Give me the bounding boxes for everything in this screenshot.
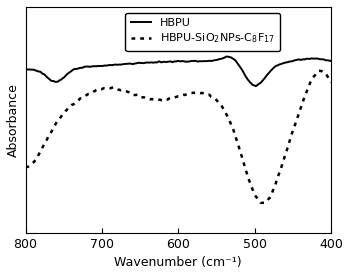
HBPU	[329, 59, 333, 63]
HBPU-SiO$_2$NPs-C$_8$F$_{17}$	[255, 197, 259, 200]
Legend: HBPU, HBPU-SiO$_2$NPs-C$_8$F$_{17}$: HBPU, HBPU-SiO$_2$NPs-C$_8$F$_{17}$	[125, 12, 280, 51]
Line: HBPU: HBPU	[26, 57, 331, 86]
Y-axis label: Absorbance: Absorbance	[7, 83, 20, 157]
HBPU-SiO$_2$NPs-C$_8$F$_{17}$	[201, 92, 205, 95]
HBPU-SiO$_2$NPs-C$_8$F$_{17}$	[317, 69, 321, 73]
HBPU-SiO$_2$NPs-C$_8$F$_{17}$	[329, 81, 333, 84]
HBPU	[287, 60, 292, 63]
HBPU	[23, 67, 28, 71]
HBPU-SiO$_2$NPs-C$_8$F$_{17}$	[42, 142, 46, 146]
HBPU-SiO$_2$NPs-C$_8$F$_{17}$	[23, 166, 28, 169]
HBPU-SiO$_2$NPs-C$_8$F$_{17}$	[209, 95, 213, 99]
X-axis label: Wavenumber (cm⁻¹): Wavenumber (cm⁻¹)	[114, 256, 242, 269]
Line: HBPU-SiO$_2$NPs-C$_8$F$_{17}$: HBPU-SiO$_2$NPs-C$_8$F$_{17}$	[26, 71, 331, 203]
HBPU	[225, 55, 229, 58]
HBPU-SiO$_2$NPs-C$_8$F$_{17}$	[218, 102, 222, 106]
HBPU	[218, 57, 222, 60]
HBPU	[42, 73, 46, 76]
HBPU	[254, 84, 258, 88]
HBPU	[256, 83, 260, 86]
HBPU	[201, 60, 205, 63]
HBPU	[209, 59, 213, 63]
HBPU-SiO$_2$NPs-C$_8$F$_{17}$	[259, 201, 263, 205]
HBPU-SiO$_2$NPs-C$_8$F$_{17}$	[287, 141, 291, 144]
